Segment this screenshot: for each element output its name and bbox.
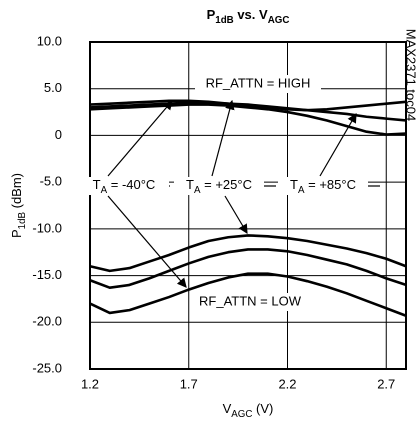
label-background	[79, 177, 169, 195]
annotation: TA = -40°C	[93, 177, 156, 195]
chart-title: P1dB vs. VAGC	[207, 7, 290, 25]
label-background	[278, 177, 368, 195]
series-line	[89, 248, 407, 290]
y-tick-label: 10.0	[37, 33, 62, 48]
y-axis-label: P1dB (dBm)	[9, 173, 27, 238]
annotation: TA = +25°C	[186, 177, 252, 195]
series-line	[89, 234, 407, 273]
y-tick-label: -15.0	[32, 267, 62, 282]
y-tick-label: 0	[55, 127, 62, 142]
x-axis-label-part: AGC	[231, 409, 252, 420]
annotation-part: = -40°C	[107, 177, 155, 192]
x-tick-label: 1.7	[180, 376, 198, 391]
annotation-part: = +85°C	[305, 177, 356, 192]
annotation-arrow	[107, 195, 187, 288]
y-tick-label: 5.0	[44, 80, 62, 95]
annotation: TA = +85°C	[290, 177, 356, 195]
y-axis-label-part: P	[9, 229, 24, 238]
y-tick-label: -10.0	[32, 220, 62, 235]
x-axis-label: VAGC (V)	[223, 401, 274, 419]
chart-title-part: vs. V	[234, 7, 268, 22]
annotation-part: A	[298, 185, 305, 196]
annotation-part: T	[93, 177, 101, 192]
label-background	[174, 177, 264, 195]
y-tick-label: -5.0	[40, 174, 62, 189]
chart-title-part: AGC	[268, 15, 290, 26]
chart-title-part: P	[207, 7, 216, 22]
annotation: RF_ATTN = HIGH	[206, 75, 311, 90]
x-tick-label: 2.2	[278, 376, 296, 391]
label-background	[191, 293, 309, 311]
y-axis-label-part: 1dB	[17, 212, 28, 229]
x-tick-label: 2.7	[377, 376, 395, 391]
annotation: RF_ATTN = LOW	[199, 293, 302, 308]
annotation-part: A	[101, 185, 108, 196]
y-tick-label: -25.0	[32, 360, 62, 375]
label-background	[195, 75, 321, 93]
series-line	[89, 272, 407, 317]
series-line	[89, 99, 407, 112]
annotation-part: T	[290, 177, 298, 192]
side-note: MAX2371 toc04	[404, 29, 417, 122]
series-line	[89, 103, 407, 136]
annotation-arrow	[107, 100, 173, 177]
annotation-part: = +25°C	[201, 177, 252, 192]
annotation-part: T	[186, 177, 194, 192]
chart-title-part: 1dB	[215, 15, 233, 26]
annotation-arrow	[211, 99, 235, 177]
y-tick-label: -20.0	[32, 314, 62, 329]
annotation-part: A	[194, 185, 201, 196]
x-tick-label: 1.2	[81, 376, 99, 391]
x-axis-label-part: (V)	[252, 401, 273, 416]
x-axis-label-part: V	[223, 401, 232, 416]
annotation-arrow	[224, 195, 248, 235]
y-axis-label-part: (dBm)	[9, 173, 24, 212]
annotation-arrow	[319, 112, 357, 177]
